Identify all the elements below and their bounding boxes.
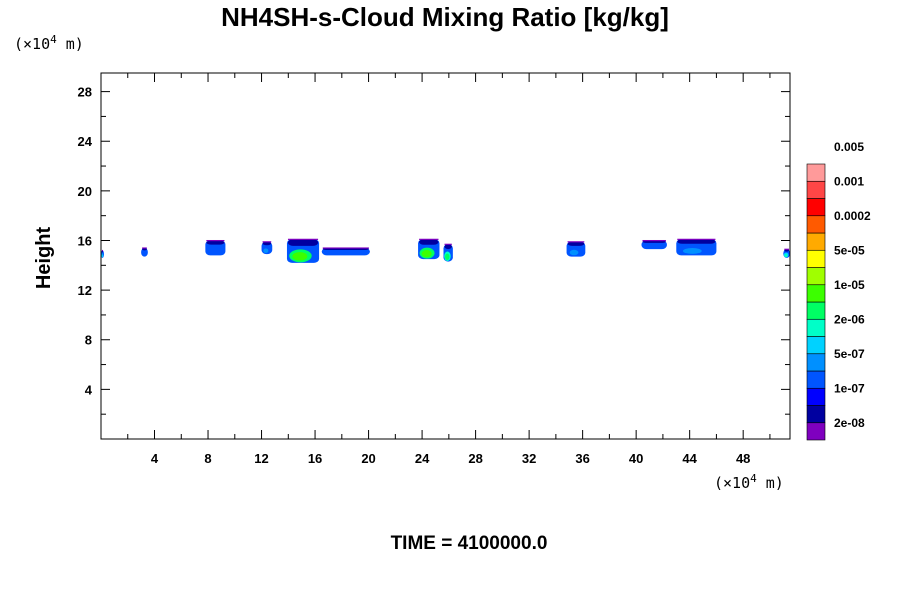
cloud-patch-core [421, 250, 432, 258]
colorbar-label: 0.001 [834, 174, 864, 188]
colorbar-label: 5e-07 [834, 347, 865, 361]
x-tick-label: 36 [575, 451, 589, 466]
x-tick-label: 20 [361, 451, 375, 466]
cloud-patch-core [445, 253, 450, 260]
cloud-patch-core [682, 247, 702, 254]
cloud-patch-edge [322, 247, 369, 249]
chart-title-text: NH4SH-s-Cloud Mixing Ratio [kg/kg] [221, 2, 669, 32]
y-tick-label: 12 [78, 283, 92, 298]
cloud-patch-edge [677, 238, 716, 240]
colorbar-swatch [806, 180, 826, 199]
x-tick-label: 12 [254, 451, 268, 466]
cloud-patch-shell [141, 247, 148, 257]
y-axis-label: Height [33, 227, 55, 290]
colorbar-swatch [806, 163, 826, 182]
x-tick-label: 40 [629, 451, 643, 466]
chart-title: NH4SH-s-Cloud Mixing Ratio [kg/kg] [221, 2, 669, 32]
cloud-patch-top [567, 241, 585, 246]
colorbar-swatch [806, 336, 826, 355]
cloud-patch [205, 239, 226, 256]
colorbar-swatch [806, 232, 826, 251]
colorbar-swatch [806, 353, 826, 372]
cloud-patches [101, 238, 790, 263]
cloud-patch [443, 243, 453, 262]
x-tick-label: 8 [204, 451, 211, 466]
cloud-patch-core [784, 253, 788, 258]
cloud-patch [566, 241, 586, 257]
y-tick-label: 20 [78, 184, 92, 199]
x-unit-label: (×104 m) [714, 472, 784, 492]
cloud-patch-top [287, 239, 319, 246]
colorbar-label: 1e-05 [834, 278, 865, 292]
y-tick-label: 8 [85, 333, 92, 348]
time-label: TIME = 4100000.0 [391, 533, 548, 554]
colorbar: 2e-08 1e-07 5e-07 2e-06 1e-05 5e-05 0.0002 0.00… [806, 140, 871, 441]
cloud-patch [676, 238, 717, 256]
y-unit-label: (×104 m) [14, 33, 84, 53]
x-tick-label: 48 [736, 451, 750, 466]
cloud-patch-core [263, 248, 269, 254]
cloud-patch-top [677, 239, 716, 244]
x-tick-label: 4 [151, 451, 159, 466]
cloud-patch-edge [206, 239, 225, 242]
x-tick-label: 16 [308, 451, 322, 466]
y-tick-label: 4 [85, 382, 93, 397]
cloud-patch-top [262, 241, 272, 246]
cloud-patch-edge [784, 248, 789, 250]
colorbar-swatch [806, 387, 826, 406]
y-tick-label: 28 [78, 85, 92, 100]
colorbar-label: 2e-08 [834, 416, 865, 430]
colorbar-label: 2e-06 [834, 312, 865, 326]
x-tick-label: 32 [522, 451, 536, 466]
cloud-patch-core [569, 249, 579, 256]
cloud-patch-edge [642, 239, 666, 242]
colorbar-label: 0.005 [834, 140, 864, 154]
cloud-patch-edge [567, 241, 585, 243]
x-axis-ticks: 4 8 12 16 20 24 28 32 36 40 44 48 [127, 73, 771, 466]
cloud-patch-core [292, 252, 308, 261]
x-tick-label: 44 [682, 451, 697, 466]
colorbar-swatch [806, 215, 826, 234]
cloud-patch-edge [444, 243, 452, 245]
cloud-patch [101, 249, 104, 258]
colorbar-swatch [806, 370, 826, 389]
cloud-patch-edge [142, 247, 147, 249]
colorbar-label: 0.0002 [834, 209, 871, 223]
y-tick-label: 16 [78, 233, 92, 248]
cloud-patch-edge [419, 238, 439, 240]
cloud-patch [286, 238, 320, 263]
cloud-patch [321, 247, 370, 256]
cloud-patch [418, 238, 440, 260]
cloud-patch-top [444, 244, 452, 250]
cloud-patch-core [101, 254, 103, 258]
cloud-patch-edge [287, 238, 319, 240]
cloud-patch-edge [262, 241, 272, 243]
y-tick-label: 24 [78, 134, 93, 149]
colorbar-swatch [806, 198, 826, 217]
colorbar-swatch [806, 267, 826, 286]
colorbar-label: 5e-05 [834, 243, 865, 257]
cloud-patch-edge [102, 249, 103, 252]
cloud-patch-top [419, 239, 439, 245]
cloud-patch-top [206, 240, 225, 245]
colorbar-swatch [806, 422, 826, 441]
x-tick-label: 28 [468, 451, 482, 466]
y-axis-ticks: 4 8 12 16 20 24 28 [78, 85, 790, 415]
colorbar-label: 1e-07 [834, 381, 865, 395]
colorbar-swatch [806, 301, 826, 320]
colorbar-swatch [806, 405, 826, 424]
cloud-patch [261, 241, 273, 255]
x-tick-label: 24 [415, 451, 430, 466]
plot-frame [100, 72, 791, 440]
cloud-patch [783, 248, 790, 258]
colorbar-swatch [806, 249, 826, 268]
colorbar-swatch [806, 318, 826, 337]
cloud-patch [141, 247, 148, 257]
cloud-patch [641, 239, 667, 250]
colorbar-swatch [806, 284, 826, 303]
